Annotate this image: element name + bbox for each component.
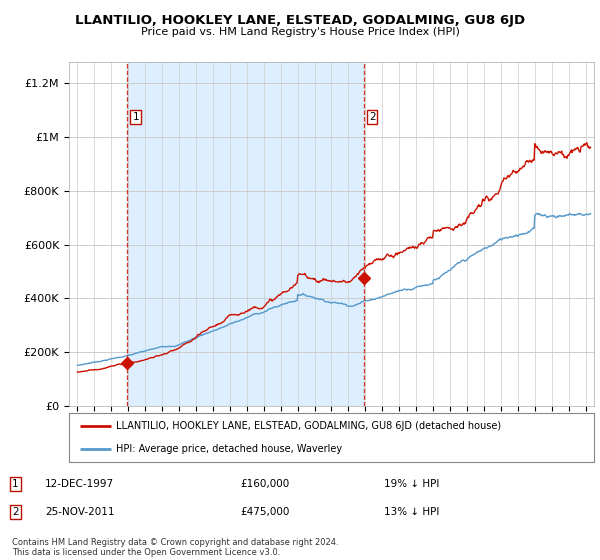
Text: 19% ↓ HPI: 19% ↓ HPI: [384, 479, 439, 489]
Text: Price paid vs. HM Land Registry's House Price Index (HPI): Price paid vs. HM Land Registry's House …: [140, 27, 460, 37]
Text: LLANTILIO, HOOKLEY LANE, ELSTEAD, GODALMING, GU8 6JD: LLANTILIO, HOOKLEY LANE, ELSTEAD, GODALM…: [75, 14, 525, 27]
Text: 12-DEC-1997: 12-DEC-1997: [45, 479, 114, 489]
Text: LLANTILIO, HOOKLEY LANE, ELSTEAD, GODALMING, GU8 6JD (detached house): LLANTILIO, HOOKLEY LANE, ELSTEAD, GODALM…: [116, 421, 502, 431]
Text: 1: 1: [12, 479, 19, 489]
Text: Contains HM Land Registry data © Crown copyright and database right 2024.
This d: Contains HM Land Registry data © Crown c…: [12, 538, 338, 557]
Text: £160,000: £160,000: [240, 479, 289, 489]
Text: 2: 2: [369, 111, 376, 122]
Bar: [127, 62, 364, 406]
Text: 2: 2: [12, 507, 19, 517]
Text: £475,000: £475,000: [240, 507, 289, 517]
Text: 25-NOV-2011: 25-NOV-2011: [45, 507, 115, 517]
Text: 13% ↓ HPI: 13% ↓ HPI: [384, 507, 439, 517]
Text: 1: 1: [133, 111, 139, 122]
Text: HPI: Average price, detached house, Waverley: HPI: Average price, detached house, Wave…: [116, 444, 343, 454]
